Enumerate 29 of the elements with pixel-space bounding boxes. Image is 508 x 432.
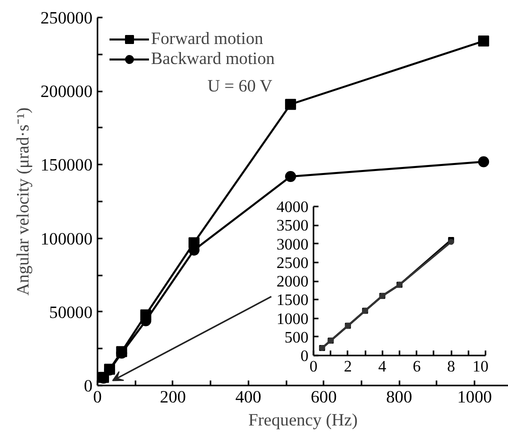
legend-label: Backward motion <box>151 49 275 69</box>
y-tick-label: 250000 <box>40 8 92 28</box>
y-tick-label: 1000 <box>276 310 308 328</box>
x-axis-title: Frequency (Hz) <box>248 410 358 430</box>
y-tick-label: 2000 <box>276 274 308 290</box>
y-tick-label: 200000 <box>40 82 92 102</box>
annotation: U = 60 V <box>208 76 273 96</box>
legend-label: Forward motion <box>151 29 264 49</box>
x-tick-label: 10 <box>472 358 488 376</box>
x-tick-label: 6 <box>412 358 421 376</box>
y-tick-label: 3500 <box>276 218 308 235</box>
y-tick-label: 0 <box>300 348 308 365</box>
x-tick-label: 800 <box>386 388 412 406</box>
y-axis-title: Angular velocity (μrad·s⁻¹) <box>14 107 33 296</box>
y-tick-label: 500 <box>284 329 308 346</box>
x-tick-label: 4 <box>378 358 386 376</box>
x-tick-label: 200 <box>160 388 186 406</box>
y-tick-label: 3000 <box>276 236 308 254</box>
x-tick-label: 2 <box>344 358 352 376</box>
y-tick-label: 150000 <box>40 156 92 175</box>
x-tick-label: 400 <box>235 388 262 406</box>
x-tick-label: 8 <box>447 358 456 376</box>
y-tick-label: 50000 <box>49 302 93 322</box>
y-tick-label: 1500 <box>276 292 308 310</box>
y-tick-label: 4000 <box>276 199 308 216</box>
x-tick-label: 600 <box>310 388 337 406</box>
y-tick-label: 2500 <box>276 254 308 272</box>
y-tick-label: 100000 <box>40 229 92 248</box>
x-tick-label: 1000 <box>457 388 492 406</box>
